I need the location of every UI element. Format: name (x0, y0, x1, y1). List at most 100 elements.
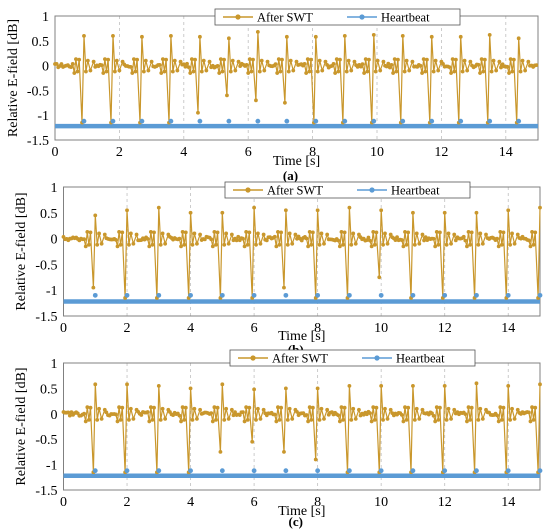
after-swt-point (458, 34, 463, 39)
after-swt-point (220, 210, 225, 215)
after-swt-point (283, 208, 288, 213)
x-tick-label: 14 (499, 145, 513, 160)
after-swt-point (130, 71, 135, 75)
after-swt-point (391, 71, 395, 75)
legend-marker-heartbeat (369, 187, 375, 193)
after-swt-point (491, 58, 496, 63)
after-swt-point (307, 229, 312, 234)
after-swt-point (72, 71, 77, 75)
legend: After SWT Heartbeat (229, 349, 476, 367)
after-swt-point (452, 407, 457, 412)
after-swt-point (233, 68, 238, 73)
after-swt-point (436, 242, 441, 247)
after-swt-point (420, 407, 425, 412)
after-swt-point (331, 61, 336, 66)
heartbeat-point (429, 118, 435, 124)
after-swt-point (279, 230, 284, 235)
after-swt-point (229, 407, 234, 412)
after-swt-point (99, 63, 104, 68)
after-swt-point (277, 417, 282, 422)
after-swt-point (241, 410, 245, 415)
after-swt-point (495, 413, 500, 418)
after-swt-point (371, 229, 376, 234)
heartbeat-point (315, 468, 321, 474)
after-swt-point (279, 405, 284, 410)
x-tick-label: 12 (434, 145, 448, 160)
after-swt-point (128, 64, 133, 69)
heartbeat-point (284, 118, 290, 124)
after-swt-point (264, 238, 269, 243)
after-swt-point (499, 417, 504, 422)
after-swt-point (434, 229, 439, 234)
after-swt-point (215, 63, 220, 68)
after-swt-point (159, 71, 164, 75)
y-tick-label: 1 (51, 181, 58, 196)
after-swt-point (295, 409, 299, 414)
after-swt-point (282, 450, 286, 454)
after-swt-point (91, 59, 96, 64)
legend-marker-heartbeat (359, 14, 365, 20)
heartbeat-point (410, 468, 416, 474)
heartbeat-point (168, 118, 174, 124)
after-swt-point (117, 229, 121, 234)
heartbeat-point (537, 292, 543, 298)
after-swt-point (506, 383, 511, 388)
after-swt-point (347, 205, 352, 210)
x-tick-label: 0 (52, 145, 59, 160)
heartbeat-point (505, 292, 511, 298)
after-swt-point (371, 405, 376, 410)
after-swt-point (250, 439, 255, 444)
after-swt-point (374, 230, 379, 235)
after-swt-point (83, 244, 88, 249)
after-swt-point (265, 59, 270, 64)
after-swt-point (249, 69, 254, 74)
legend-marker-after-swt (250, 355, 256, 361)
after-swt-point (225, 93, 229, 98)
after-swt-point (433, 244, 438, 249)
after-swt-point (102, 232, 107, 237)
heartbeat-point (537, 468, 543, 474)
after-swt-point (404, 58, 409, 63)
after-swt-point (272, 234, 277, 239)
after-swt-point (84, 69, 88, 74)
after-swt-point (501, 405, 506, 410)
after-swt-point (442, 210, 447, 215)
after-swt-point (476, 417, 481, 422)
after-swt-point (402, 69, 407, 74)
after-swt-point (156, 383, 161, 388)
after-swt-point (438, 230, 442, 235)
after-swt-point (146, 68, 151, 73)
after-swt-point (247, 230, 252, 235)
heartbeat-point (378, 292, 384, 298)
after-swt-point (160, 231, 165, 236)
x-tick-label: 0 (60, 321, 67, 336)
after-swt-point (379, 208, 384, 213)
after-swt-point (93, 382, 98, 387)
after-swt-point (282, 285, 286, 290)
after-swt-point (201, 58, 206, 63)
heartbeat-point (92, 292, 98, 298)
after-swt-point (496, 244, 501, 249)
after-swt-point (127, 242, 131, 247)
after-swt-point (339, 405, 344, 410)
after-swt-point (290, 241, 295, 246)
after-swt-point (489, 69, 494, 74)
x-tick-label: 8 (314, 495, 321, 510)
after-swt-point (226, 36, 231, 41)
after-swt-point (193, 57, 197, 62)
after-swt-point (342, 405, 347, 410)
heartbeat-point (226, 118, 232, 124)
after-swt-point (531, 242, 536, 247)
after-swt-point (337, 419, 342, 424)
after-swt-point (404, 242, 409, 247)
after-swt-point (276, 57, 281, 62)
legend-box (224, 181, 471, 199)
after-swt-point (276, 405, 280, 410)
x-axis-label: Time [s] (278, 329, 325, 344)
heartbeat-point (342, 118, 348, 124)
after-swt-point (179, 244, 183, 249)
y-tick-label: 0.5 (40, 207, 58, 222)
after-swt-point (322, 416, 326, 421)
after-swt-point (371, 32, 376, 37)
heartbeat-point (110, 118, 116, 124)
